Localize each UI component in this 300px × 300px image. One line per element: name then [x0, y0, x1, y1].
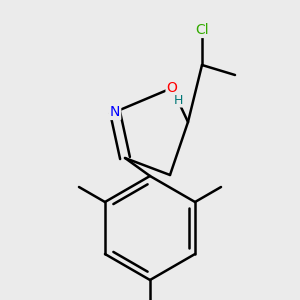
Text: H: H [173, 94, 183, 106]
Text: O: O [167, 81, 177, 95]
Text: Cl: Cl [195, 23, 209, 37]
Text: N: N [110, 105, 120, 119]
